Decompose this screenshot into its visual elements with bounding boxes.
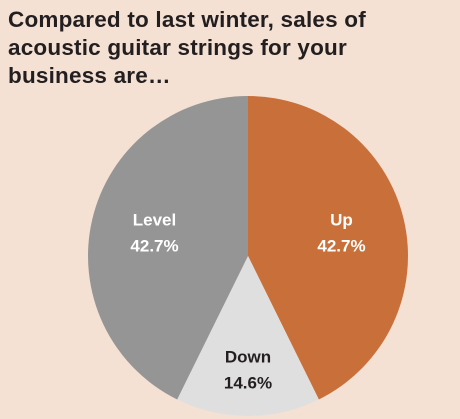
slice-label: Up — [330, 211, 353, 230]
value-label: 14.6% — [224, 374, 272, 393]
slice-label: Level — [133, 211, 176, 230]
chart-title: Compared to last winter, sales of acoust… — [8, 7, 366, 88]
pie-slice — [177, 256, 319, 416]
value-label: 42.7% — [130, 237, 178, 256]
pie-slice — [248, 96, 408, 400]
pie-slice — [88, 96, 248, 400]
slice-label: Down — [225, 348, 271, 367]
value-label: 42.7% — [317, 237, 365, 256]
